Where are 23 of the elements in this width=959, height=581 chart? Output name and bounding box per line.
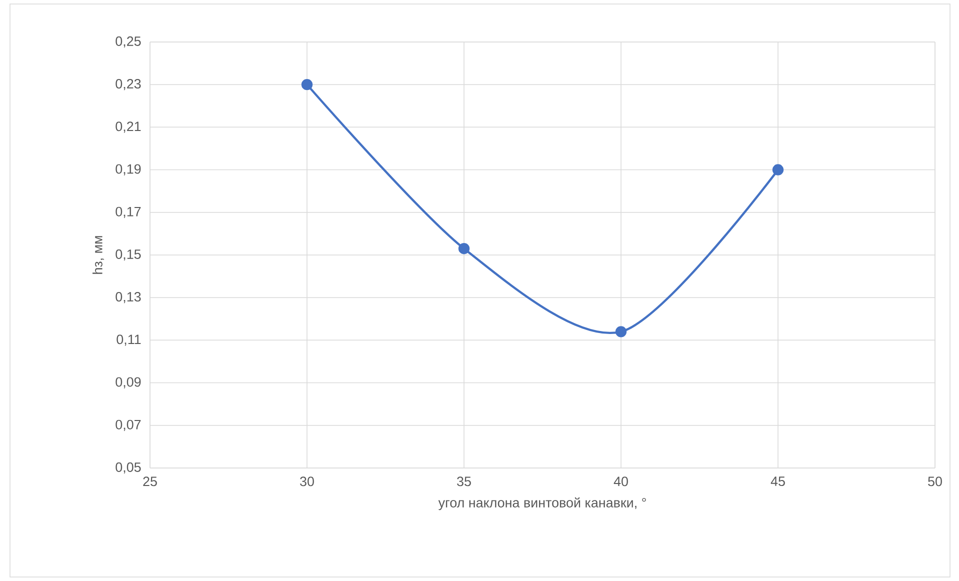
y-tick-label: 0,07 — [116, 420, 141, 431]
y-tick-label: 0,11 — [116, 334, 141, 346]
point — [772, 164, 784, 176]
y-axis-title: hз, мм — [92, 236, 104, 274]
y-tick-label: 0,15 — [116, 249, 141, 261]
y-tick-label: 0,23 — [116, 79, 141, 90]
y-tick-label: 0,25 — [116, 36, 141, 48]
point — [301, 78, 313, 90]
y-tick-label: 0,21 — [116, 122, 141, 133]
y-tick-label: 0,13 — [116, 292, 141, 304]
point — [458, 242, 470, 254]
y-tick-label: 0,05 — [116, 462, 141, 474]
y-tick-label: 0,09 — [116, 377, 141, 388]
y-tick-label: 0,17 — [116, 206, 141, 218]
x-tick-label: 25 — [143, 476, 157, 486]
x-tick-label: 45 — [770, 476, 785, 486]
point — [615, 326, 627, 338]
x-tick-label: 30 — [300, 476, 314, 486]
x-tick-label: 50 — [928, 476, 942, 486]
y-tick-label: 0,19 — [116, 164, 141, 176]
x-tick-label: 35 — [457, 476, 471, 486]
x-axis-title: угол наклона винтовой канавки, ° — [438, 497, 646, 510]
x-tick-label: 40 — [614, 476, 628, 486]
